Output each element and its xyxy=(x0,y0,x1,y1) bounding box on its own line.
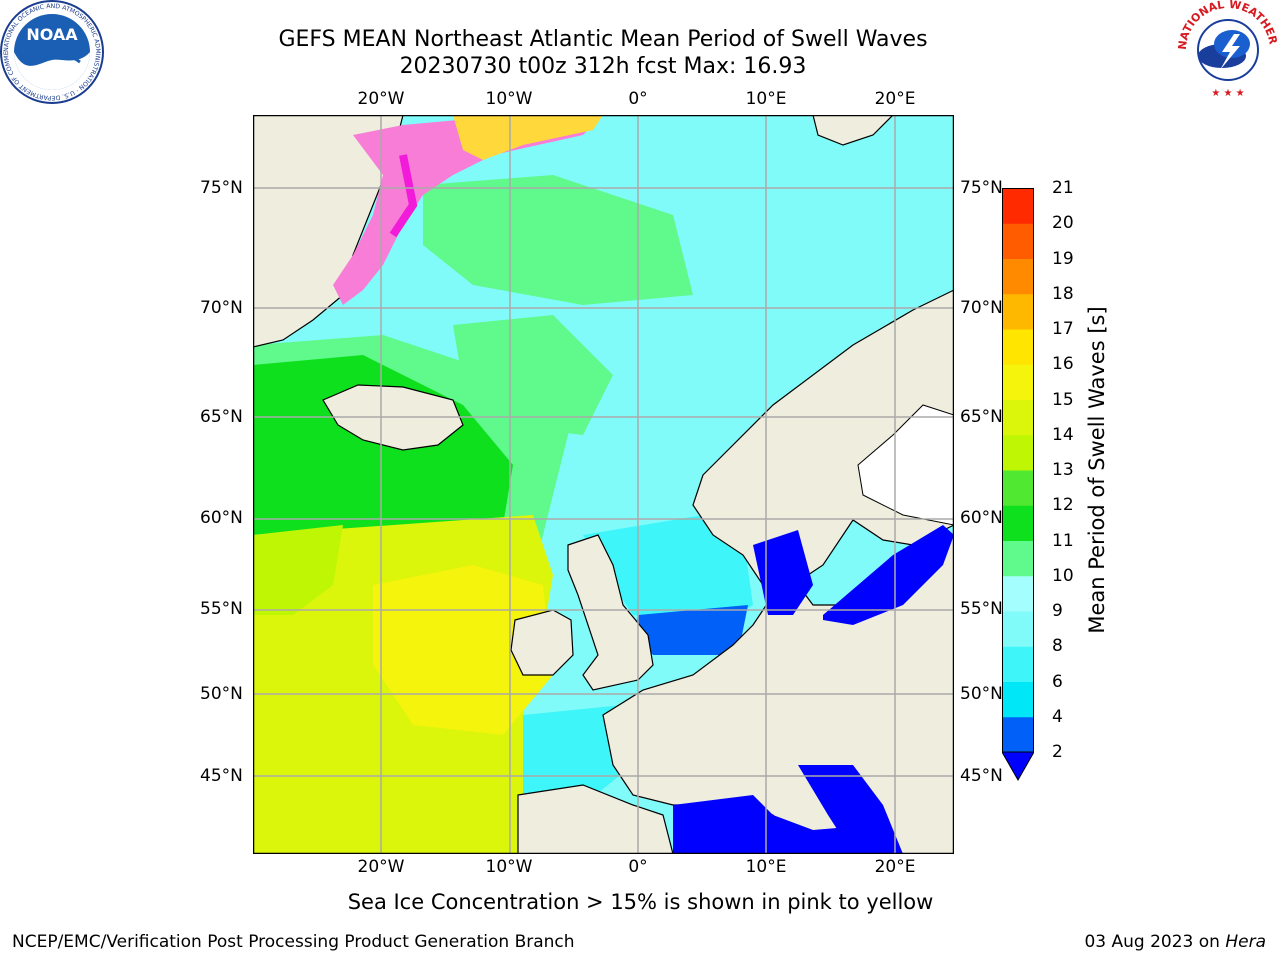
colorbar-segment xyxy=(1002,188,1034,224)
colorbar-tick-label: 6 xyxy=(1052,671,1063,692)
baltic-sea xyxy=(823,525,954,625)
footer-machine: Hera xyxy=(1225,932,1266,952)
footer-credit: NCEP/EMC/Verification Post Processing Pr… xyxy=(12,932,575,952)
lat-label-left-45n: 45°N xyxy=(200,766,243,786)
colorbar-segment xyxy=(1002,611,1034,647)
lat-label-left-75n: 75°N xyxy=(200,178,243,198)
colorbar-tick-label: 13 xyxy=(1052,460,1074,480)
lon-label-top-20e: 20°E xyxy=(874,89,916,109)
scandinavia xyxy=(692,289,954,586)
graticule xyxy=(253,115,954,854)
footer-date-text: 03 Aug 2023 on xyxy=(1084,932,1226,952)
colorbar-segment xyxy=(1002,540,1034,577)
noaa-logo: NATIONAL OCEANIC AND ATMOSPHERIC ADMINIS… xyxy=(0,0,104,104)
lat-label-right-55n: 55°N xyxy=(960,599,1003,619)
lat-label-left-70n: 70°N xyxy=(200,298,243,318)
map-frame xyxy=(253,115,954,854)
colorbar-tick-label: 16 xyxy=(1052,354,1074,375)
colorbar-tick-label: 19 xyxy=(1052,248,1074,269)
lon-label-top-10w: 10°W xyxy=(485,89,533,109)
colorbar-label: Mean Period of Swell Waves [s] xyxy=(1085,306,1109,634)
colorbar-outline xyxy=(1002,188,1034,753)
lat-label-left-55n: 55°N xyxy=(200,599,243,619)
colorbar-tick-label: 18 xyxy=(1052,283,1074,304)
lat-label-left-60n: 60°N xyxy=(200,508,243,528)
swell-zone-lime xyxy=(253,525,343,615)
iberia xyxy=(517,784,674,854)
lat-label-right-50n: 50°N xyxy=(960,684,1003,704)
colorbar-tick-label: 20 xyxy=(1052,213,1074,234)
colorbar xyxy=(1002,188,1034,782)
colorbar-tick-label: 15 xyxy=(1052,389,1074,410)
swell-zone-north-sea xyxy=(583,515,753,625)
colorbar-segment xyxy=(1002,575,1034,612)
colorbar-segment xyxy=(1002,470,1034,506)
svg-text:NOAA: NOAA xyxy=(26,25,78,44)
colorbar-segment xyxy=(1002,646,1034,682)
lon-label-bottom-10e: 10°E xyxy=(745,857,787,877)
colorbar-segment xyxy=(1002,223,1034,259)
swell-zone-channel xyxy=(633,605,748,655)
adriatic-sea xyxy=(798,765,903,854)
swell-zone-north-green xyxy=(423,175,693,305)
lon-label-top-0: 0° xyxy=(628,89,648,109)
swell-zone-yellow-core xyxy=(373,565,553,735)
lat-label-right-65n: 65°N xyxy=(960,407,1003,427)
swell-zone-mid-green xyxy=(453,315,613,435)
colorbar-segment xyxy=(1002,258,1034,295)
lon-label-bottom-20w: 20°W xyxy=(357,857,405,877)
map-title: GEFS MEAN Northeast Atlantic Mean Period… xyxy=(278,27,928,52)
colorbar-tick-label: 4 xyxy=(1052,706,1063,727)
lat-label-left-50n: 50°N xyxy=(200,684,243,704)
colorbar-tick-label: 12 xyxy=(1052,495,1074,516)
colorbar-segment xyxy=(1002,364,1034,400)
footer-date: 03 Aug 2023 on Hera xyxy=(1084,932,1266,952)
colorbar-tick-label: 9 xyxy=(1052,601,1063,621)
kattegat-waters xyxy=(753,530,813,615)
lon-label-bottom-0: 0° xyxy=(628,857,648,877)
colorbar-segment xyxy=(1002,399,1034,436)
colorbar-tick-label: 17 xyxy=(1052,319,1074,339)
nws-logo: NATIONAL WEATHER SERVICE ★ ★ ★ xyxy=(1176,0,1280,99)
sea-ice-note: Sea Ice Concentration > 15% is shown in … xyxy=(347,890,934,914)
colorbar-segment xyxy=(1002,434,1034,471)
lat-label-right-45n: 45°N xyxy=(960,766,1003,786)
colorbar-tick-label: 14 xyxy=(1052,424,1074,445)
lon-label-bottom-10w: 10°W xyxy=(485,857,533,877)
colorbar-segment xyxy=(1002,716,1034,753)
great-britain xyxy=(567,534,654,691)
map-subtitle: 20230730 t00z 312h fcst Max: 16.93 xyxy=(399,54,807,79)
colorbar-tick-label: 2 xyxy=(1052,742,1063,762)
lat-label-right-70n: 70°N xyxy=(960,298,1003,318)
colorbar-segment xyxy=(1002,293,1034,330)
lon-label-bottom-20e: 20°E xyxy=(874,857,916,877)
colorbar-segment xyxy=(1002,505,1034,541)
gulf-of-bothnia xyxy=(857,404,954,526)
lon-label-top-20w: 20°W xyxy=(357,89,405,109)
lat-label-right-60n: 60°N xyxy=(960,508,1003,528)
colorbar-tick-label: 10 xyxy=(1052,565,1074,586)
sea-ice-magenta xyxy=(389,154,418,238)
ireland xyxy=(510,609,574,676)
colorbar-segment xyxy=(1002,681,1034,718)
svg-text:★ ★ ★: ★ ★ ★ xyxy=(1211,88,1244,99)
lon-label-top-10e: 10°E xyxy=(745,89,787,109)
colorbar-tick-label: 11 xyxy=(1052,530,1074,551)
colorbar-tick-label: 8 xyxy=(1052,636,1063,657)
lat-label-right-75n: 75°N xyxy=(960,178,1003,198)
colorbar-tick-label: 21 xyxy=(1052,178,1074,198)
lat-label-left-65n: 65°N xyxy=(200,407,243,427)
mediterranean-sea xyxy=(673,795,893,854)
swell-period-map xyxy=(253,115,954,854)
colorbar-segment xyxy=(1002,329,1034,365)
svalbard xyxy=(812,115,894,146)
colorbar-extend-triangle xyxy=(1002,751,1034,782)
sea-ice-yellow xyxy=(453,115,603,160)
